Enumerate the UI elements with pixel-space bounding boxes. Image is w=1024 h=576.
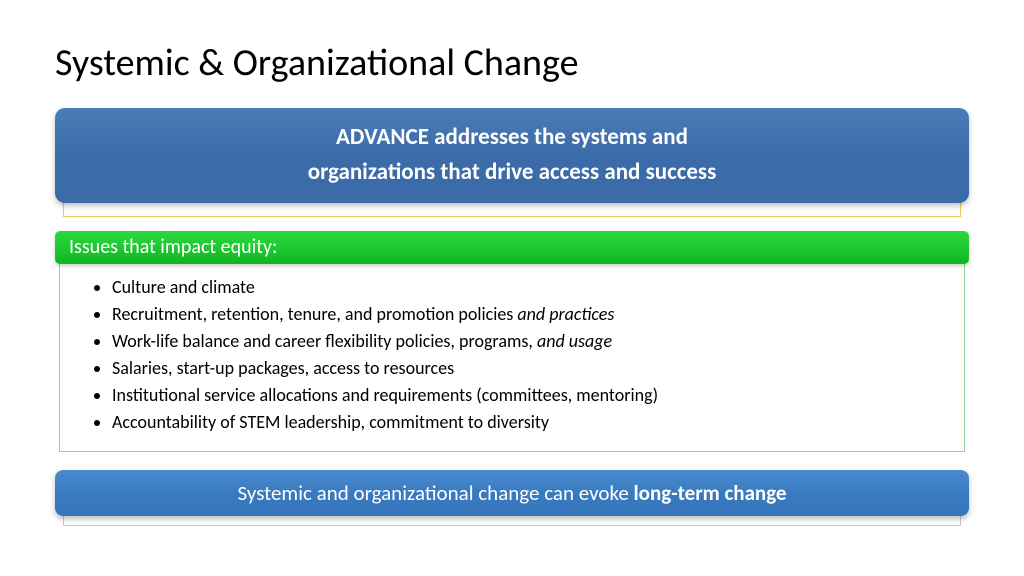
issues-header-bar: Issues that impact equity: [55,231,969,264]
issues-list: Culture and climate Recruitment, retenti… [112,274,944,436]
list-item-text: Salaries, start-up packages, access to r… [112,357,454,379]
top-banner-line1: ADVANCE addresses the systems and [336,123,688,151]
list-item: Institutional service allocations and re… [112,382,944,408]
list-item-text: Accountability of STEM leadership, commi… [112,411,549,433]
slide-container: Systemic & Organizational Change ADVANCE… [0,0,1024,556]
list-item-text: Culture and climate [112,276,255,298]
list-item: Salaries, start-up packages, access to r… [112,355,944,381]
list-item-italic: and practices [517,303,614,325]
bottom-banner: Systemic and organizational change can e… [55,470,969,516]
bottom-banner-bold: long-term change [634,480,787,506]
bottom-banner-prefix: Systemic and organizational change can e… [237,480,633,506]
issues-header-text: Issues that impact equity: [69,235,277,259]
list-item: Recruitment, retention, tenure, and prom… [112,301,944,327]
issues-list-box: Culture and climate Recruitment, retenti… [59,260,965,452]
slide-title: Systemic & Organizational Change [55,40,969,86]
top-banner: ADVANCE addresses the systems and organi… [55,108,969,203]
list-item: Accountability of STEM leadership, commi… [112,409,944,435]
list-item-text: Institutional service allocations and re… [112,384,658,406]
list-item-text: Recruitment, retention, tenure, and prom… [112,303,517,325]
list-item-text: Work-life balance and career flexibility… [112,330,537,352]
top-banner-line2: organizations that drive access and succ… [308,158,717,186]
list-item-italic: and usage [537,330,612,352]
list-item: Culture and climate [112,274,944,300]
list-item: Work-life balance and career flexibility… [112,328,944,354]
